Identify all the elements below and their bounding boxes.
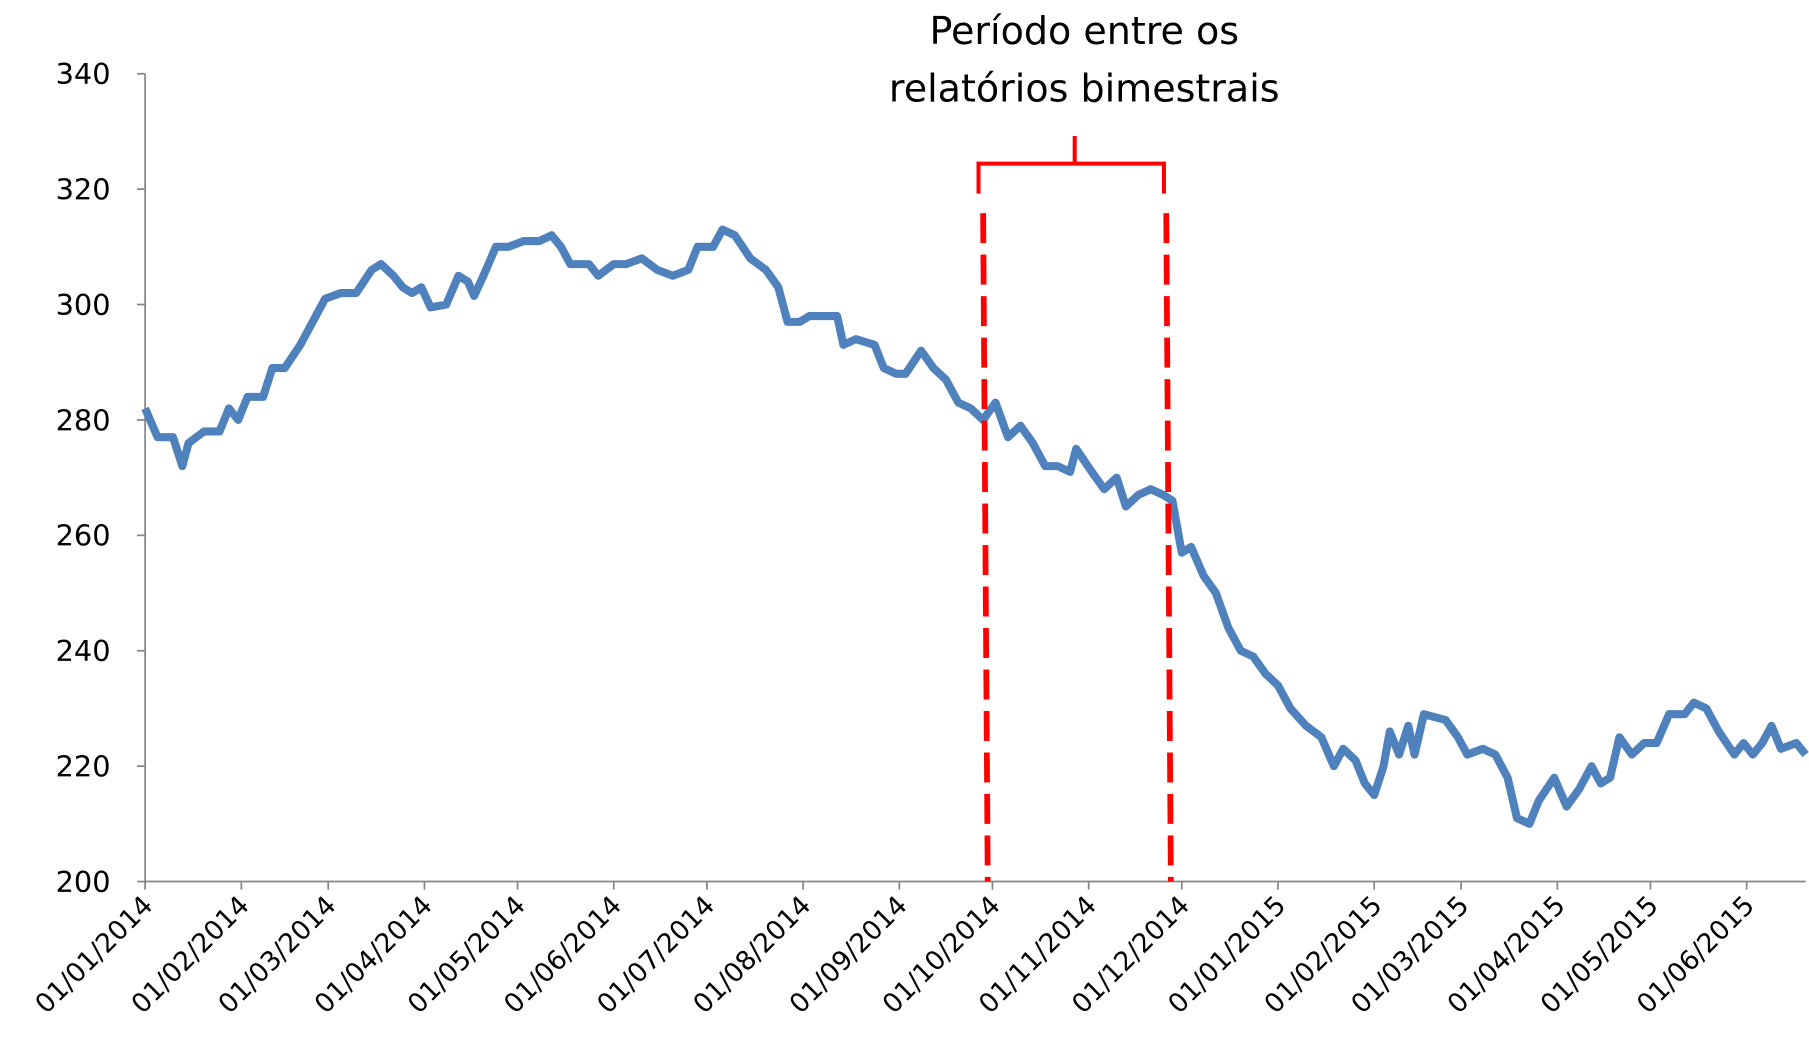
period-line <box>980 213 991 882</box>
y-tick-label: 220 <box>56 750 111 784</box>
y-tick-label: 340 <box>56 57 111 91</box>
y-tick-label: 240 <box>56 634 111 668</box>
y-tick-label: 260 <box>56 519 111 553</box>
y-tick-label: 300 <box>56 288 111 322</box>
y-tick-label: 200 <box>56 865 111 899</box>
y-tick-label: 280 <box>56 403 111 437</box>
annotation-text: Período entre os <box>929 9 1239 53</box>
y-tick-label: 320 <box>56 173 111 207</box>
annotation-text: relatórios bimestrais <box>889 66 1280 110</box>
period-line <box>1163 213 1174 882</box>
data-line <box>141 225 1809 828</box>
bracket <box>976 135 1166 194</box>
